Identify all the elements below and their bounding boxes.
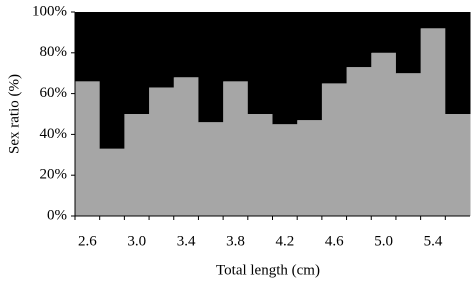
y-tick-label: 80% xyxy=(40,44,68,60)
bar xyxy=(371,52,397,216)
bar xyxy=(173,12,199,78)
x-tick-label: 5.4 xyxy=(424,233,443,249)
bar xyxy=(272,12,298,125)
y-tick-label: 100% xyxy=(32,3,67,19)
x-tick-label: 2.6 xyxy=(78,233,97,249)
y-tick-label: 60% xyxy=(40,85,68,101)
y-axis-label: Sex ratio (%) xyxy=(6,74,22,154)
bar xyxy=(297,120,323,216)
bar xyxy=(75,81,101,216)
bar xyxy=(99,148,125,216)
bar xyxy=(149,87,175,216)
bar xyxy=(99,12,125,149)
x-tick-label: 4.2 xyxy=(275,233,294,249)
bar xyxy=(420,12,446,29)
bar xyxy=(223,81,249,216)
x-tick-label: 5.0 xyxy=(374,233,393,249)
bar xyxy=(124,12,150,114)
bar xyxy=(223,12,249,82)
x-axis-label: Total length (cm) xyxy=(216,262,320,278)
x-tick-label: 3.8 xyxy=(226,233,245,249)
bar xyxy=(321,12,348,84)
bar xyxy=(247,114,273,216)
bar xyxy=(272,124,298,216)
bar xyxy=(445,12,471,114)
bar xyxy=(173,77,199,216)
bar xyxy=(297,12,323,121)
bar xyxy=(198,12,224,123)
x-tick-label: 3.4 xyxy=(177,233,196,249)
bar xyxy=(198,122,224,216)
y-tick-label: 40% xyxy=(40,126,68,142)
bar xyxy=(420,28,446,216)
x-tick-label: 4.6 xyxy=(325,233,344,249)
bar xyxy=(149,12,175,88)
bar xyxy=(346,67,372,216)
bar xyxy=(247,12,273,114)
bar xyxy=(346,12,372,68)
bar xyxy=(321,83,348,217)
bar xyxy=(445,114,471,216)
bar xyxy=(371,12,397,53)
bar xyxy=(124,114,150,216)
y-tick-label: 0% xyxy=(47,207,67,223)
bar xyxy=(395,73,422,216)
y-tick-label: 20% xyxy=(40,167,68,183)
bar xyxy=(395,12,422,74)
bar xyxy=(75,12,101,82)
x-tick-label: 3.0 xyxy=(127,233,146,249)
